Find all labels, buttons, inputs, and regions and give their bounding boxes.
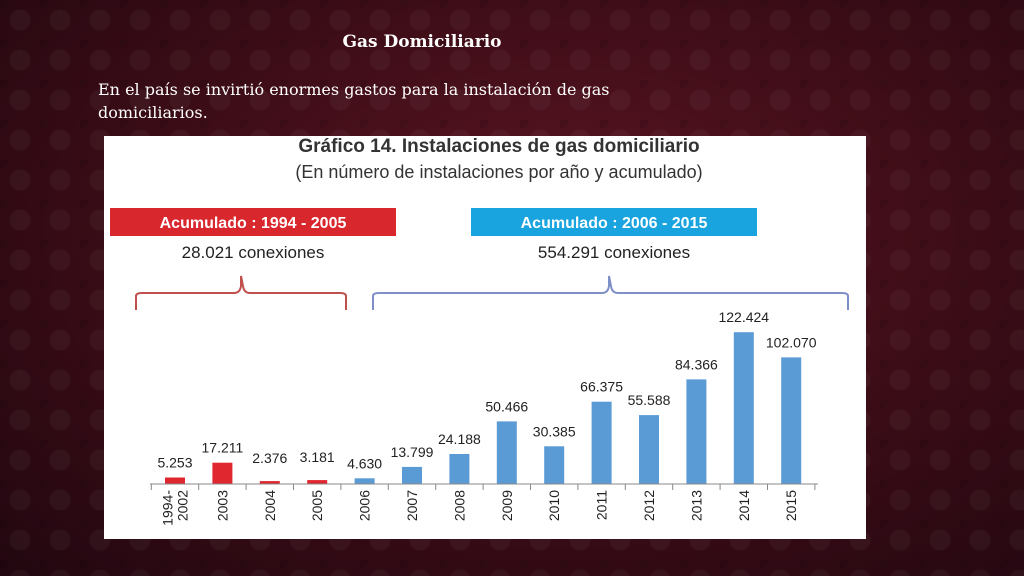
x-tick-label-2: 2004	[262, 490, 278, 521]
right-brace	[372, 275, 849, 310]
value-label-1: 17.211	[202, 440, 244, 456]
bar-1	[212, 462, 233, 484]
right-banner-label: Acumulado : 2006 - 2015	[521, 215, 708, 232]
bars-layer	[165, 332, 802, 484]
bar-10	[639, 415, 659, 484]
bar-11	[686, 379, 707, 484]
slide-title: Gas Domiciliario	[342, 32, 502, 52]
x-tick-label-10: 2012	[641, 490, 657, 521]
left-banner-box	[110, 208, 396, 236]
bar-chart: Gráfico 14. Instalaciones de gas domicil…	[110, 136, 849, 526]
bar-4	[354, 478, 375, 484]
slide-body-text: En el país se invirtió enormes gastos pa…	[98, 80, 610, 122]
bar-6	[449, 454, 470, 484]
bar-13	[781, 357, 802, 484]
x-tick-label-5: 2007	[404, 490, 420, 521]
value-label-2: 2.376	[252, 450, 287, 466]
bar-0	[165, 477, 185, 484]
x-tick-label-8: 2010	[546, 490, 562, 521]
bar-3	[307, 480, 328, 484]
value-label-8: 30.385	[533, 423, 576, 439]
left-banner-label: Acumulado : 1994 - 2005	[160, 215, 347, 232]
left-connections-text: 28.021 conexiones	[182, 243, 325, 262]
value-label-10: 55.588	[628, 392, 671, 408]
chart-subtitle: (En número de instalaciones por año y ac…	[295, 162, 702, 182]
value-label-7: 50.466	[485, 398, 528, 414]
right-connections-text: 554.291 conexiones	[538, 243, 690, 262]
value-label-3: 3.181	[300, 449, 335, 465]
value-label-4: 4.630	[347, 455, 382, 471]
x-tick-label-12: 2014	[736, 490, 752, 521]
x-ticks-layer: 1994-2002 2003 2004 2005 2006 2007 2008 2009 201…	[150, 484, 816, 526]
value-label-13: 102.070	[766, 334, 817, 350]
value-label-12: 122.424	[718, 309, 769, 325]
value-label-9: 66.375	[580, 379, 623, 395]
x-tick-label-0: 1994-2002	[160, 490, 191, 526]
x-tick-label-11: 2013	[688, 490, 704, 521]
x-tick-label-1: 2003	[214, 490, 230, 521]
chart-title: Gráfico 14. Instalaciones de gas domicil…	[298, 136, 699, 157]
chart-panel: Gráfico 14. Instalaciones de gas domicil…	[104, 136, 866, 539]
x-tick-label-3: 2005	[309, 490, 325, 521]
x-tick-label-4: 2006	[357, 490, 373, 521]
bar-7	[496, 421, 517, 484]
value-label-6: 24.188	[438, 431, 481, 447]
value-label-0: 5.253	[157, 455, 192, 471]
value-label-5: 13.799	[391, 444, 434, 460]
bar-2	[259, 481, 280, 484]
x-tick-label-13: 2015	[783, 490, 799, 521]
x-tick-label-6: 2008	[451, 490, 467, 521]
value-label-11: 84.366	[675, 356, 718, 372]
x-tick-label-7: 2009	[499, 490, 515, 521]
bar-5	[402, 466, 422, 484]
left-brace	[135, 275, 347, 310]
bar-12	[733, 332, 754, 484]
x-tick-label-9: 2011	[594, 490, 610, 520]
right-banner-box	[471, 208, 757, 236]
bar-9	[591, 401, 612, 484]
bar-8	[544, 446, 565, 484]
